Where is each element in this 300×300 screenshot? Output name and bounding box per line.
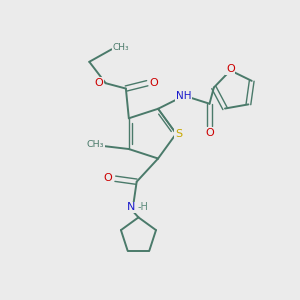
- Text: O: O: [226, 64, 235, 74]
- Text: O: O: [149, 78, 158, 88]
- Text: S: S: [175, 129, 182, 139]
- Text: O: O: [104, 172, 112, 183]
- Text: NH: NH: [176, 91, 191, 101]
- Text: CH₃: CH₃: [112, 43, 129, 52]
- Text: O: O: [95, 78, 103, 88]
- Text: CH₃: CH₃: [86, 140, 104, 149]
- Text: -H: -H: [137, 202, 148, 212]
- Text: N: N: [127, 202, 136, 212]
- Text: O: O: [206, 128, 214, 138]
